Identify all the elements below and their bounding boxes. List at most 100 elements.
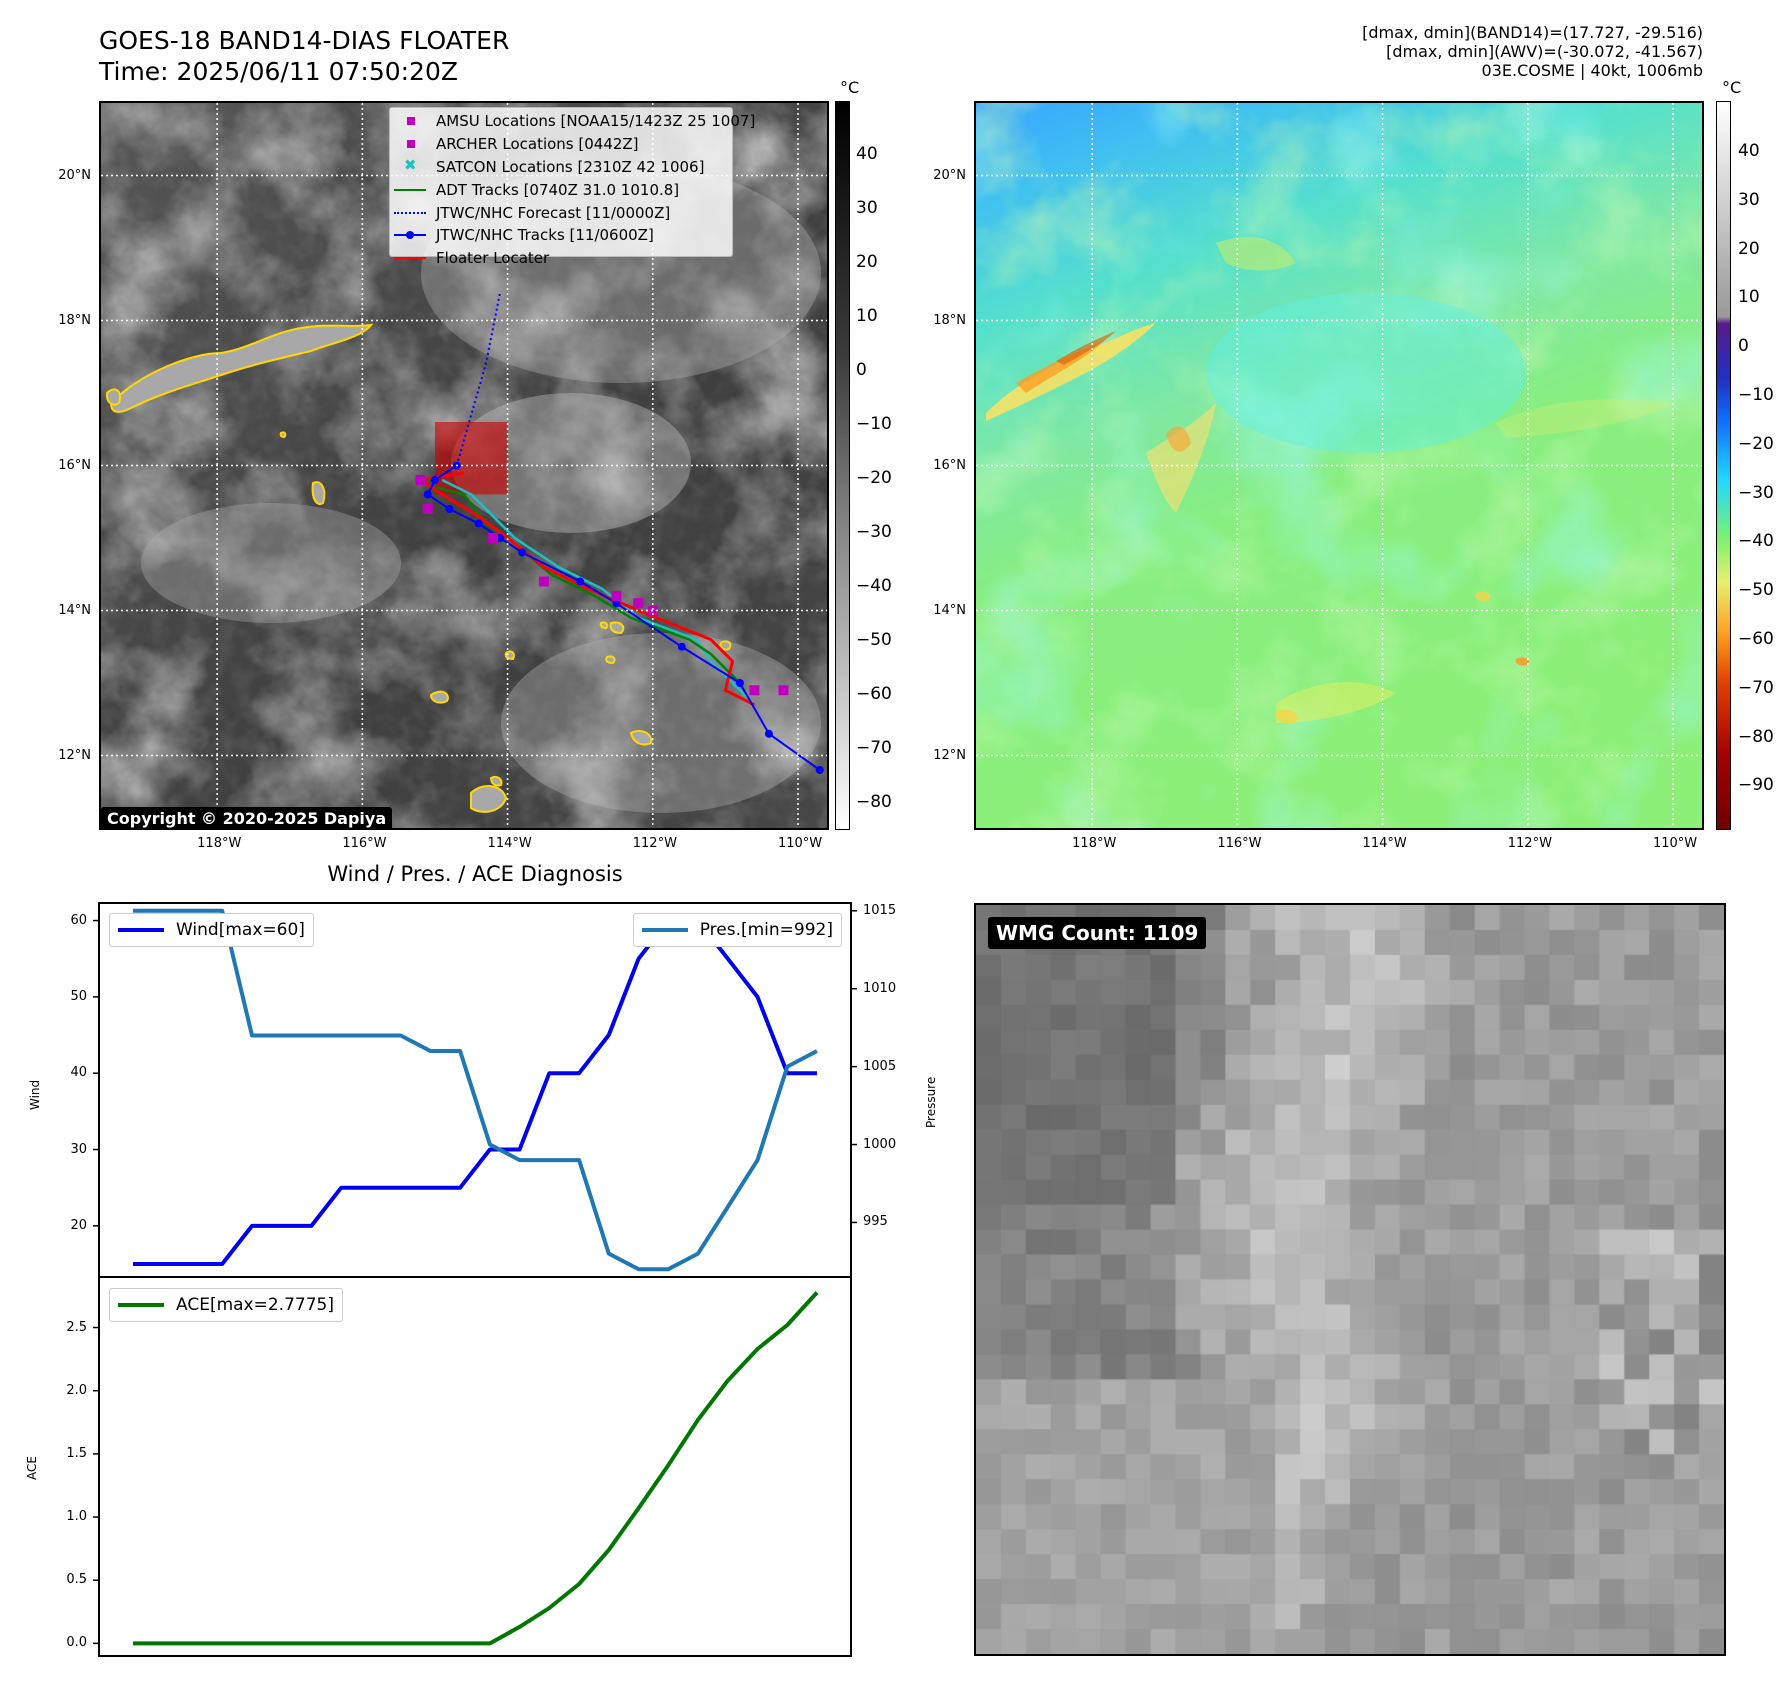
colorbar-tick: 0: [1738, 336, 1749, 357]
floater-track: [416, 471, 756, 707]
y-tick-label: 30: [70, 1141, 87, 1157]
colorbar-tick: −30: [856, 522, 892, 542]
track-legend: AMSU Locations [NOAA15/1423Z 25 1007] AR…: [389, 107, 755, 267]
awv-map-svg: [976, 103, 1702, 828]
lon-label: 110°W: [777, 836, 823, 851]
track-layer: [415, 291, 824, 774]
pressure-axis-label: Pressure: [924, 1076, 938, 1128]
lon-label: 118°W: [1072, 836, 1117, 851]
y-tick-right-label: 1015: [863, 902, 897, 918]
jtwc-track-point: [677, 642, 686, 651]
amsu-point: [488, 533, 499, 543]
colorbar-tick: −80: [856, 792, 892, 812]
legend-floater: Floater Locater: [390, 247, 732, 270]
amsu-point: [538, 576, 549, 587]
amsu-point: [415, 475, 426, 485]
stats-storm: 03E.COSME | 40kt, 1006mb: [1481, 61, 1703, 80]
jtwc-track-point: [612, 599, 621, 608]
colorbar-tick: 0: [856, 360, 867, 380]
legend-jtwc-tracks: JTWC/NHC Tracks [11/0600Z]: [390, 224, 732, 247]
awv-map-panel[interactable]: [974, 101, 1704, 830]
colorbar-tick: −60: [1738, 629, 1774, 649]
lon-label: 118°W: [197, 836, 242, 851]
amsu-point: [422, 504, 433, 514]
colorbar-tick: −60: [856, 684, 892, 704]
lat-label: 20°N: [58, 167, 91, 183]
stats-block: [dmax, dmin](BAND14)=(17.727, -29.516) […: [1362, 23, 1703, 80]
y-tick-label: 0.5: [66, 1572, 87, 1588]
amsu-point: [749, 685, 760, 696]
jtwc-track-point: [496, 534, 505, 542]
colorbar-tick: 20: [1738, 238, 1760, 259]
jtwc-track-point: [430, 476, 439, 484]
wind-axis-label: Wind: [28, 1079, 42, 1110]
lat-label: 18°N: [933, 312, 966, 328]
colorbar-tick: 40: [1738, 141, 1760, 161]
lat-label: 16°N: [933, 457, 966, 473]
wmg-panel[interactable]: WMG Count: 1109: [974, 903, 1726, 1656]
diagnosis-title: Wind / Pres. / ACE Diagnosis: [327, 862, 623, 886]
jtwc-track-point: [735, 679, 744, 687]
convective-contours: [105, 323, 732, 813]
colorbar-tick: −70: [856, 738, 892, 758]
lat-label: 14°N: [933, 602, 966, 618]
awv-moist-streaks: [986, 237, 1676, 724]
lon-label: 112°W: [632, 836, 677, 851]
amsu-point: [633, 598, 644, 609]
wind-pressure-chart: [93, 902, 857, 1278]
wmg-image: [976, 905, 1724, 1654]
series-line-ace: [133, 1291, 819, 1646]
y-tick-label: 1.5: [66, 1445, 87, 1461]
jtwc-track-point: [445, 505, 454, 513]
y-tick-label: 40: [70, 1065, 87, 1081]
y-tick-label: 2.0: [66, 1382, 87, 1398]
lat-label: 12°N: [58, 747, 91, 763]
y-tick-label: 60: [70, 912, 87, 928]
colorbar-tick: −80: [1738, 726, 1774, 747]
ir-map-panel[interactable]: AMSU Locations [NOAA15/1423Z 25 1007] AR…: [99, 101, 829, 830]
lon-label: 114°W: [1362, 836, 1407, 851]
copyright-badge: Copyright © 2020-2025 Dapiya: [101, 807, 393, 828]
lat-label: 18°N: [58, 312, 91, 328]
adt-track: [434, 486, 741, 684]
y-tick-label: 20: [70, 1217, 87, 1233]
y-tick-label: 50: [70, 988, 87, 1004]
chart-frame: [98, 902, 852, 1278]
y-tick-right-label: 1010: [863, 980, 897, 996]
colorbar-tick: −50: [1738, 580, 1774, 601]
y-tick-right-label: 995: [863, 1214, 888, 1230]
y-tick-label: 1.0: [66, 1509, 87, 1525]
legend-archer: ARCHER Locations [0442Z]: [390, 133, 732, 156]
colorbar-tick: −20: [1738, 433, 1774, 454]
jtwc-track-point: [474, 519, 483, 528]
lat-label: 16°N: [58, 457, 91, 473]
amsu-point: [611, 591, 622, 601]
ir-colorbar: [835, 101, 850, 830]
colorbar-tick: −70: [1738, 677, 1774, 698]
y-tick-label: 0.0: [66, 1635, 87, 1651]
colorbar-tick: −90: [1738, 775, 1774, 796]
amsu-point: [778, 685, 789, 696]
cloud-mass-west: [141, 503, 401, 623]
awv-colorbar-unit: °C: [1722, 78, 1742, 97]
awv-gridlines: [976, 103, 1702, 828]
lon-label: 116°W: [342, 836, 387, 851]
cloud-mass-south: [501, 633, 821, 813]
ace-chart: [93, 1276, 852, 1657]
wind-legend: Wind[max=60]: [109, 913, 314, 947]
lat-label: 14°N: [58, 602, 91, 618]
stats-awv: [dmax, dmin](AWV)=(-30.072, -41.567): [1386, 42, 1703, 61]
lon-label: 114°W: [487, 836, 532, 851]
colorbar-tick: −10: [856, 414, 892, 434]
colorbar-tick: 10: [856, 306, 878, 326]
colorbar-tick: −40: [1738, 531, 1774, 552]
jtwc-track-point: [576, 577, 585, 586]
colorbar-tick: −40: [856, 576, 892, 596]
colorbar-tick: 30: [1738, 189, 1760, 210]
lon-label: 110°W: [1652, 836, 1698, 851]
chart-frame: [98, 1276, 852, 1657]
colorbar-tick: −50: [856, 630, 892, 650]
stats-band14: [dmax, dmin](BAND14)=(17.727, -29.516): [1362, 23, 1703, 42]
lat-label: 20°N: [933, 167, 966, 183]
